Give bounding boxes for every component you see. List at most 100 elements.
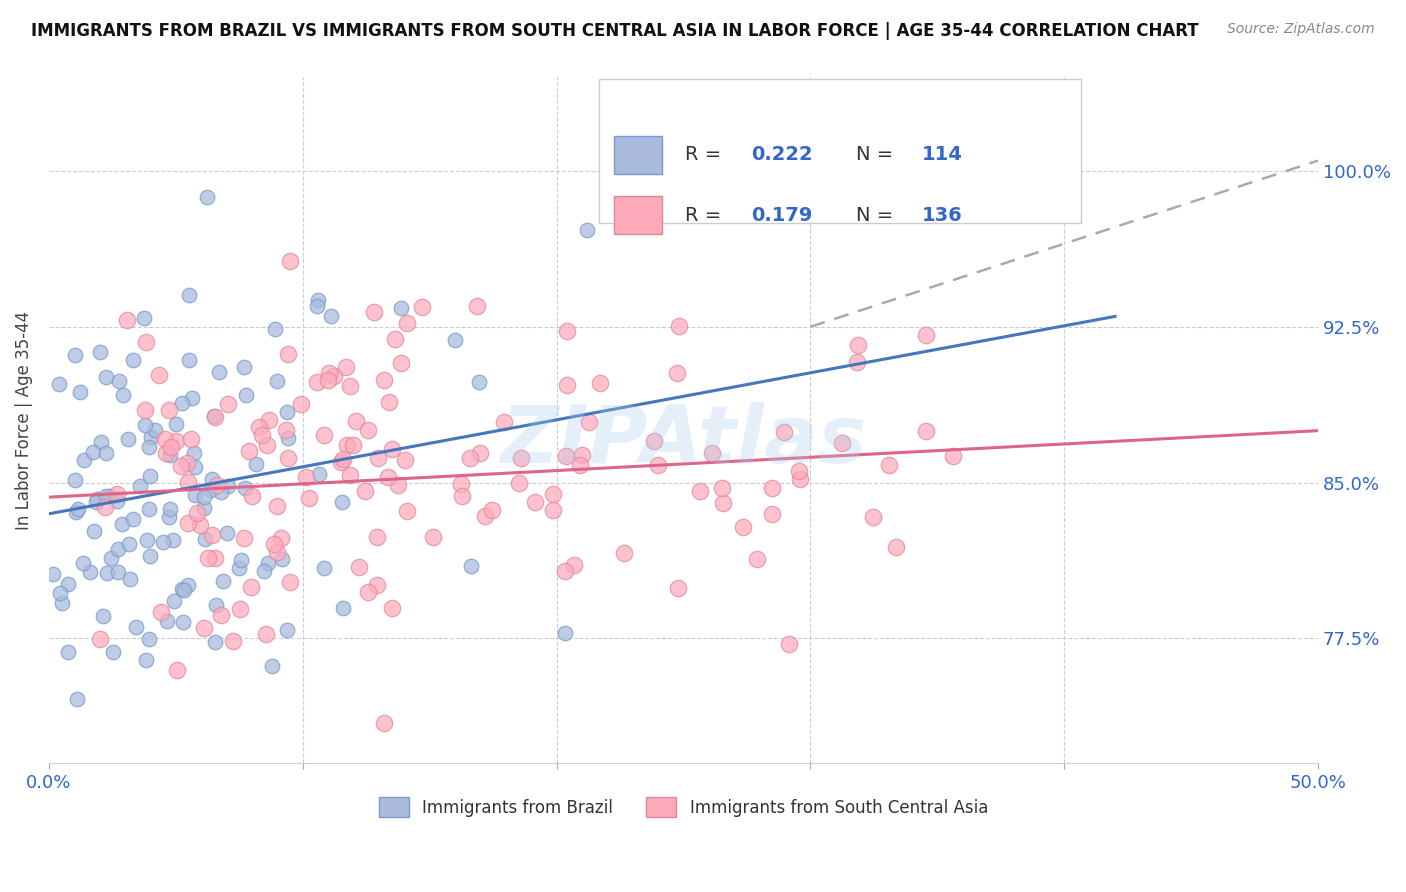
Point — [700, 445, 723, 459]
Point — [91, 608, 114, 623]
Point — [263, 537, 285, 551]
Point — [787, 464, 810, 478]
Point — [138, 501, 160, 516]
Point — [170, 395, 193, 409]
Point — [107, 542, 129, 557]
Point — [367, 451, 389, 466]
Point — [277, 451, 299, 466]
Point — [56, 645, 79, 659]
Point — [377, 469, 399, 483]
Point — [578, 415, 600, 429]
Point — [79, 565, 101, 579]
Point — [260, 658, 283, 673]
Point — [733, 520, 755, 534]
Point — [554, 565, 576, 579]
Point — [394, 452, 416, 467]
Point — [129, 479, 152, 493]
Point — [335, 360, 357, 375]
Point — [215, 525, 238, 540]
Point — [152, 535, 174, 549]
Point — [72, 556, 94, 570]
Point — [180, 432, 202, 446]
Point — [238, 443, 260, 458]
Point — [508, 476, 530, 491]
Point — [396, 316, 419, 330]
Point — [66, 502, 89, 516]
Point — [363, 304, 385, 318]
Point — [571, 448, 593, 462]
Point — [666, 581, 689, 595]
Point — [134, 418, 156, 433]
Point — [422, 530, 444, 544]
Point — [266, 499, 288, 513]
Point — [165, 434, 187, 448]
Point — [66, 692, 89, 706]
Point — [711, 496, 734, 510]
Point — [914, 327, 936, 342]
Point — [308, 467, 330, 482]
Point — [181, 391, 204, 405]
Point — [647, 458, 669, 472]
Point — [153, 432, 176, 446]
Point — [149, 605, 172, 619]
Point — [761, 508, 783, 522]
Point — [862, 510, 884, 524]
Point — [89, 345, 111, 359]
Point — [266, 374, 288, 388]
Point — [373, 373, 395, 387]
Point — [846, 337, 869, 351]
Point — [253, 564, 276, 578]
Point — [541, 487, 564, 501]
Text: N =: N = — [856, 206, 900, 225]
Point — [200, 528, 222, 542]
Point — [845, 354, 868, 368]
Point — [204, 550, 226, 565]
Point — [69, 385, 91, 400]
Point — [160, 440, 183, 454]
Y-axis label: In Labor Force | Age 35-44: In Labor Force | Age 35-44 — [15, 310, 32, 530]
Point — [458, 451, 481, 466]
Point — [96, 489, 118, 503]
Point — [381, 600, 404, 615]
Point — [665, 366, 688, 380]
Point — [49, 585, 72, 599]
Point — [474, 508, 496, 523]
Point — [217, 479, 239, 493]
Point — [184, 488, 207, 502]
Point — [204, 635, 226, 649]
Point — [121, 512, 143, 526]
Point — [257, 557, 280, 571]
Point — [468, 446, 491, 460]
Point — [90, 434, 112, 449]
Point — [879, 458, 901, 472]
Point — [689, 484, 711, 499]
Point — [205, 478, 228, 492]
Point — [555, 324, 578, 338]
Point — [321, 310, 343, 324]
Point — [134, 402, 156, 417]
Point — [200, 483, 222, 497]
Point — [353, 484, 375, 499]
Point — [217, 397, 239, 411]
Point — [100, 551, 122, 566]
Point — [323, 368, 346, 383]
Point — [555, 378, 578, 392]
Text: 0.179: 0.179 — [751, 206, 813, 225]
Point — [373, 715, 395, 730]
Point — [314, 427, 336, 442]
Point — [387, 478, 409, 492]
Point — [84, 495, 107, 509]
Point — [307, 293, 329, 307]
Point — [336, 438, 359, 452]
Point — [177, 352, 200, 367]
Point — [562, 558, 585, 572]
Point — [745, 552, 768, 566]
Point — [82, 444, 104, 458]
Point — [276, 405, 298, 419]
Point — [339, 468, 361, 483]
Point — [235, 388, 257, 402]
Point — [184, 459, 207, 474]
Point — [249, 420, 271, 434]
Point — [202, 409, 225, 424]
Point — [121, 352, 143, 367]
